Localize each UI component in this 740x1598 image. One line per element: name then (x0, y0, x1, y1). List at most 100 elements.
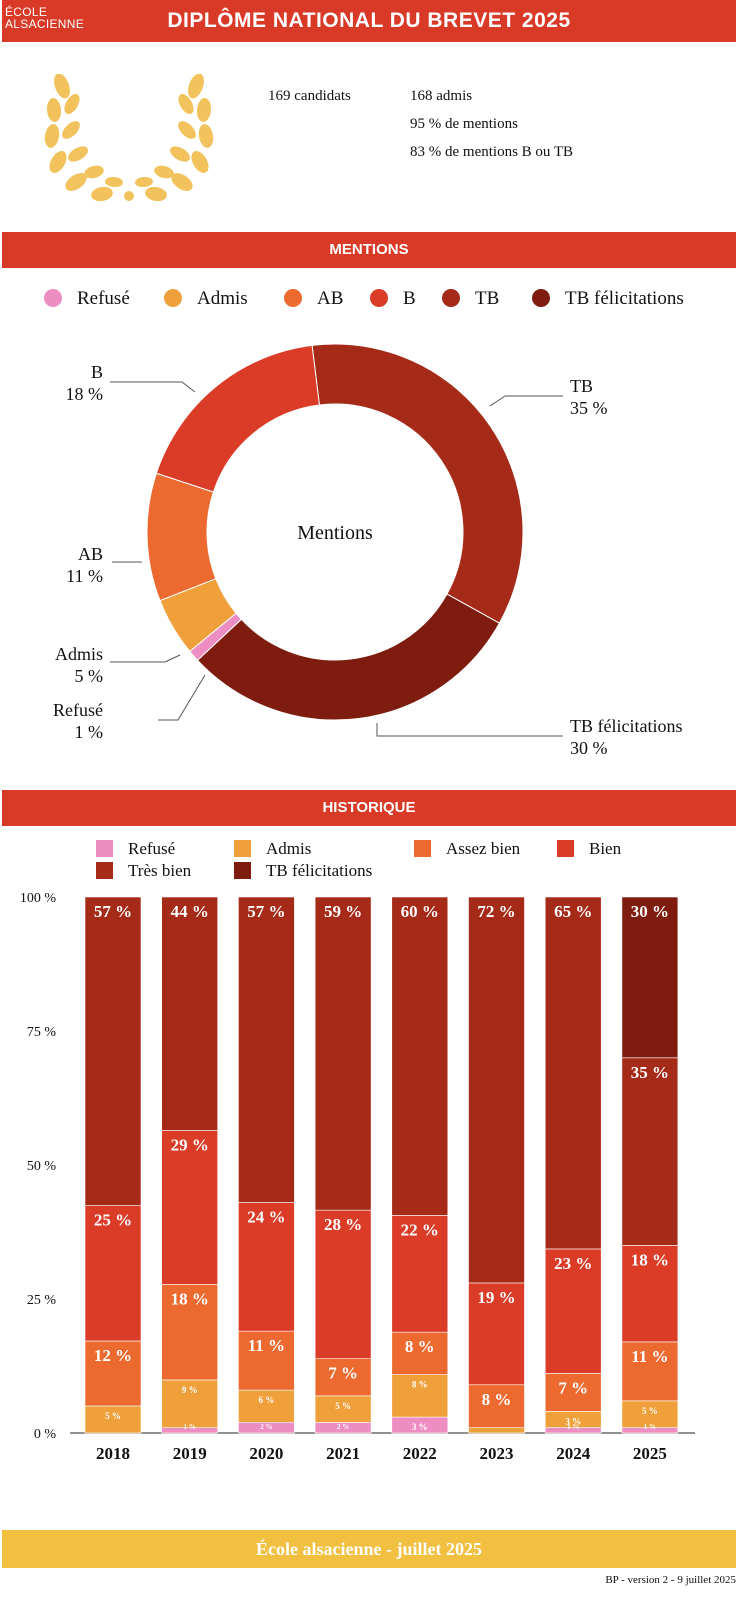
legend-dot-admis (164, 289, 182, 307)
callout-value-tb-felicitations: 30 % (570, 738, 608, 758)
bar-legend-item-refuse: Refusé (96, 838, 175, 860)
donut-center-label: Mentions (297, 522, 373, 544)
legend-dot-ab (284, 289, 302, 307)
bar-segment-2025-admis (621, 1400, 679, 1428)
bar-segment-2025-bien (621, 1245, 679, 1343)
bar-segment-2019-tres-bien (161, 896, 218, 1131)
bar-label-2023-tres-bien: 72 % (477, 902, 515, 921)
bar-legend-label-tb-felicitations: TB félicitations (266, 861, 373, 880)
callout-name-b: B (91, 362, 103, 382)
bar-label-2022-bien: 22 % (401, 1220, 439, 1239)
bar-legend-item-bien: Bien (557, 838, 621, 860)
bar-legend-swatch-bien (557, 840, 574, 857)
donut-slice-tb (311, 343, 524, 624)
callout-value-refuse: 1 % (75, 722, 104, 742)
bar-segment-2018-admis (84, 1405, 142, 1434)
bar-label-2025-tres-bien: 35 % (631, 1063, 669, 1082)
bar-segment-2024-tres-bien (544, 896, 602, 1250)
bar-label-2019-assez-bien: 18 % (171, 1289, 209, 1308)
y-tick-label: 75 % (27, 1025, 57, 1040)
bar-segment-2020-tres-bien (238, 896, 295, 1203)
callout-line-admis (110, 654, 181, 663)
bar-legend-label-assez-bien: Assez bien (446, 839, 521, 858)
bar-segment-2021-admis (314, 1395, 372, 1423)
legend-label-b: B (403, 288, 416, 309)
stat-admis: 168 admis (410, 88, 473, 104)
bar-label-2023-admis: 1 % (489, 1433, 505, 1443)
callout-name-tb: TB (570, 376, 593, 396)
bar-label-2024-assez-bien: 7 % (558, 1378, 588, 1397)
bar-segment-2025-assez-bien (621, 1341, 679, 1402)
callout-line-tb-felicitations (376, 723, 563, 737)
x-tick-label-2021: 2021 (326, 1444, 360, 1463)
section-historique-band: HISTORIQUE (2, 790, 736, 826)
bar-segment-2021-bien (314, 1209, 372, 1360)
donut-slice-ab (146, 472, 217, 602)
x-tick-label-2018: 2018 (96, 1444, 130, 1463)
bar-legend: Refusé Admis Assez bien Bien Très bien TB fél… (0, 838, 740, 886)
legend-dot-tb-felicitations (532, 289, 550, 307)
legend-item-tb-felicitations: TB félicitations (532, 284, 684, 314)
bar-bottom-label-2024: 1 % (567, 1423, 579, 1431)
x-tick-label-2024: 2024 (556, 1444, 591, 1463)
y-tick-label: 0 % (34, 1427, 57, 1442)
bar-segment-2024-bien (544, 1248, 602, 1374)
bar-label-2024-bien: 23 % (554, 1254, 592, 1273)
callout-line-b (110, 381, 196, 393)
stacked-bar-chart: 0 % 25 % 50 % 75 % 100 % 5 % 12 % 25 % 57 % 2018 9… (20, 891, 695, 1463)
school-logo: ÉCOLE ALSACIENNE (5, 6, 115, 30)
bar-legend-label-admis: Admis (266, 839, 312, 858)
laurel-wreath-icon (44, 74, 214, 203)
bar-label-2019-admis: 9 % (182, 1385, 198, 1395)
bar-legend-label-refuse: Refusé (128, 839, 176, 858)
stat-mentions: 95 % de mentions (410, 116, 518, 132)
legend-item-refuse: Refusé (44, 284, 130, 314)
bar-bottom-label-2020: 2 % (260, 1423, 272, 1431)
legend-label-refuse: Refusé (77, 288, 130, 309)
bar-segment-2022-tres-bien (391, 896, 449, 1216)
bar-segment-2021-assez-bien (314, 1358, 372, 1397)
bar-legend-item-tb-felicitations: TB félicitations (234, 860, 372, 882)
callout-value-admis: 5 % (75, 666, 104, 686)
x-tick-label-2025: 2025 (633, 1444, 667, 1463)
donut-legend: Refusé Admis AB B TB TB félicitations (0, 284, 740, 314)
bar-legend-item-admis: Admis (234, 838, 311, 860)
stat-candidats: 169 candidats (268, 88, 351, 104)
bar-label-2024-admis: 3 % (565, 1416, 581, 1426)
bar-label-2022-tres-bien: 60 % (401, 902, 439, 921)
bar-segment-2023-bien (468, 1282, 525, 1386)
callout-name-ab: AB (78, 544, 103, 564)
bar-legend-swatch-assez-bien (414, 840, 431, 857)
bar-label-2025-tb-felicitations: 30 % (631, 902, 669, 921)
legend-dot-b (370, 289, 388, 307)
bar-segment-2020-assez-bien (238, 1330, 295, 1391)
bar-label-2018-tres-bien: 57 % (94, 902, 132, 921)
bar-label-2023-bien: 19 % (477, 1288, 515, 1307)
bar-legend-item-assez-bien: Assez bien (414, 838, 520, 860)
bar-label-2025-bien: 18 % (631, 1250, 669, 1269)
bar-label-2022-assez-bien: 8 % (405, 1337, 435, 1356)
bar-legend-swatch-refuse (96, 840, 113, 857)
bar-segment-2022-admis (391, 1374, 449, 1418)
bar-segment-2020-bien (238, 1202, 295, 1332)
bar-label-2022-admis: 8 % (412, 1380, 428, 1390)
bar-label-2018-bien: 25 % (94, 1211, 132, 1230)
bar-label-2019-tres-bien: 44 % (171, 902, 209, 921)
x-tick-label-2022: 2022 (403, 1444, 437, 1463)
bar-label-2019-bien: 29 % (171, 1136, 209, 1155)
bar-legend-label-bien: Bien (589, 839, 622, 858)
donut-slice-tb-felicitations (196, 593, 501, 721)
bar-segment-2018-tres-bien (84, 896, 142, 1206)
x-tick-label-2023: 2023 (480, 1444, 514, 1463)
y-tick-label: 25 % (27, 1293, 57, 1308)
footer-band: École alsacienne - juillet 2025 (2, 1530, 736, 1568)
bar-label-2020-assez-bien: 11 % (248, 1336, 285, 1355)
bar-label-2021-bien: 28 % (324, 1215, 362, 1234)
bar-segment-2019-admis (161, 1379, 218, 1428)
legend-item-admis: Admis (164, 284, 248, 314)
bar-bottom-label-2021: 2 % (337, 1423, 349, 1431)
bar-legend-swatch-admis (234, 840, 251, 857)
bar-segment-2025-tb-felicitations (621, 896, 679, 1059)
callout-name-admis: Admis (55, 644, 103, 664)
bar-segment-2020-admis (238, 1389, 295, 1423)
